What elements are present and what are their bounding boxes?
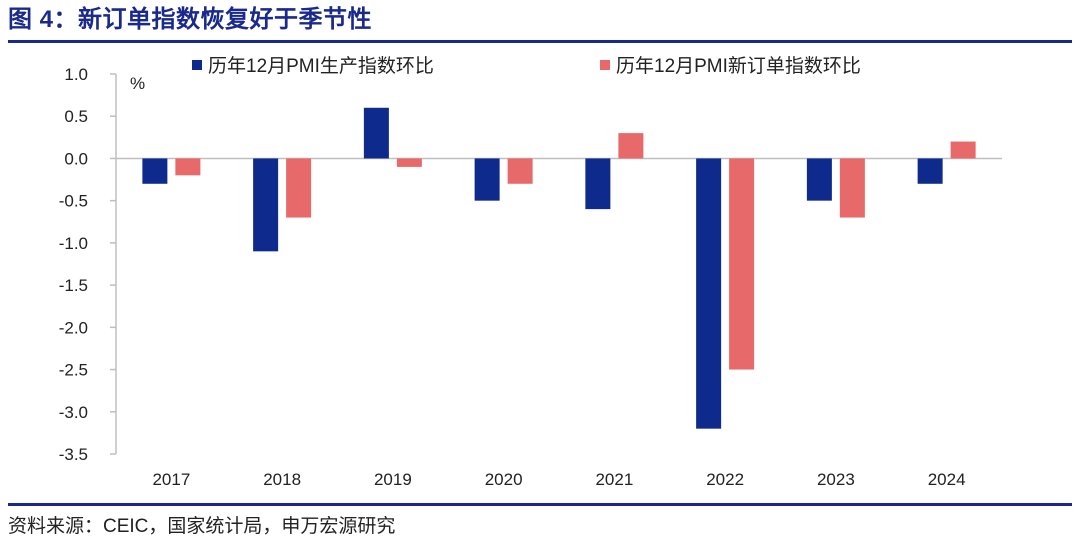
legend-swatch [600, 60, 610, 70]
chart-axes [110, 73, 1002, 455]
chart-ticks: 1.0 0.5 0.0 -0.5 -1.0 -1.5 -2.0 -2.5 -3.0 -3.5% 20… [59, 65, 966, 489]
x-tick-label: 2023 [817, 470, 855, 489]
chart-legend: 历年12月PMI生产指数环比 历年12月PMI新订单指数环比 [192, 55, 861, 77]
x-tick-label: 2020 [485, 470, 523, 489]
source-note: 资料来源：CEIC，国家统计局，申万宏源研究 [8, 516, 396, 537]
y-tick-label: -3.0 [59, 403, 88, 422]
bar-production-2017 [142, 158, 168, 184]
bar-chart: 1.0 0.5 0.0 -0.5 -1.0 -1.5 -2.0 -2.5 -3.0 -3.5% 20… [59, 55, 1002, 489]
y-tick-label: -2.5 [59, 361, 88, 380]
y-tick-label: 0.0 [64, 149, 88, 168]
y-unit-label: % [130, 74, 145, 93]
x-tick-label: 2022 [706, 470, 744, 489]
y-tick-label: -3.5 [59, 445, 88, 464]
footer-rule [8, 503, 1072, 506]
title-underline [8, 40, 1072, 43]
x-tick-label: 2017 [152, 470, 190, 489]
bar-production-2021 [585, 158, 611, 210]
y-tick-label: 0.5 [64, 107, 88, 126]
y-tick-label: -2.0 [59, 318, 88, 337]
y-tick-label: -1.0 [59, 234, 88, 253]
bar-production-2018 [253, 158, 279, 252]
bar-new-orders-2023 [839, 158, 865, 218]
legend-swatch [192, 60, 202, 70]
bar-new-orders-2021 [618, 133, 644, 159]
bar-new-orders-2022 [729, 158, 755, 370]
x-tick-label: 2021 [595, 470, 633, 489]
y-tick-label: -1.5 [59, 276, 88, 295]
x-tick-label: 2024 [928, 470, 966, 489]
chart-title: 图 4：新订单指数恢复好于季节性 [8, 6, 373, 33]
bar-production-2023 [806, 158, 832, 201]
x-tick-label: 2019 [374, 470, 412, 489]
chart-bars [142, 107, 976, 429]
y-tick-label: 1.0 [64, 65, 88, 84]
legend-label: 历年12月PMI新订单指数环比 [616, 55, 861, 77]
legend-label: 历年12月PMI生产指数环比 [208, 55, 434, 77]
bar-production-2022 [696, 158, 722, 429]
bar-new-orders-2018 [286, 158, 312, 218]
bar-production-2019 [363, 107, 389, 159]
bar-new-orders-2024 [950, 141, 976, 159]
bar-production-2020 [474, 158, 500, 201]
y-tick-label: -0.5 [59, 192, 88, 211]
x-tick-label: 2018 [263, 470, 301, 489]
bar-new-orders-2020 [507, 158, 533, 184]
bar-production-2024 [917, 158, 943, 184]
bar-new-orders-2019 [396, 158, 422, 167]
bar-new-orders-2017 [175, 158, 201, 176]
